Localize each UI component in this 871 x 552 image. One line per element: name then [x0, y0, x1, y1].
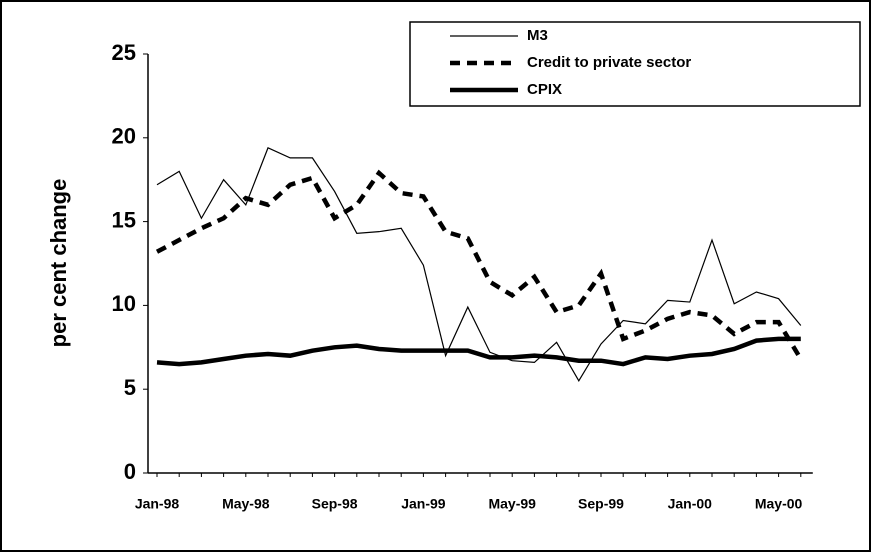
- series-line: [155, 169, 803, 361]
- y-tick-label: 15: [112, 207, 136, 232]
- legend-label: CPIX: [527, 81, 562, 98]
- series-line: [156, 336, 801, 367]
- y-axis-label: per cent change: [46, 179, 71, 348]
- x-tick-label: Sep-99: [578, 496, 624, 512]
- y-tick-label: 0: [124, 459, 136, 484]
- x-tick-label: May-99: [488, 496, 536, 512]
- legend-label: Credit to private sector: [527, 54, 691, 71]
- x-tick-label: Sep-98: [312, 496, 358, 512]
- series-line: [156, 147, 802, 383]
- y-tick-label: 10: [112, 291, 136, 316]
- x-tick-label: May-98: [222, 496, 270, 512]
- y-tick-label: 25: [112, 40, 136, 65]
- y-tick-label: 5: [124, 375, 136, 400]
- y-tick-label: 20: [112, 124, 136, 149]
- x-tick-label: Jan-99: [401, 496, 446, 512]
- x-tick-label: Jan-98: [135, 496, 180, 512]
- x-tick-label: May-00: [755, 496, 803, 512]
- legend-label: M3: [527, 27, 548, 44]
- x-tick-label: Jan-00: [668, 496, 713, 512]
